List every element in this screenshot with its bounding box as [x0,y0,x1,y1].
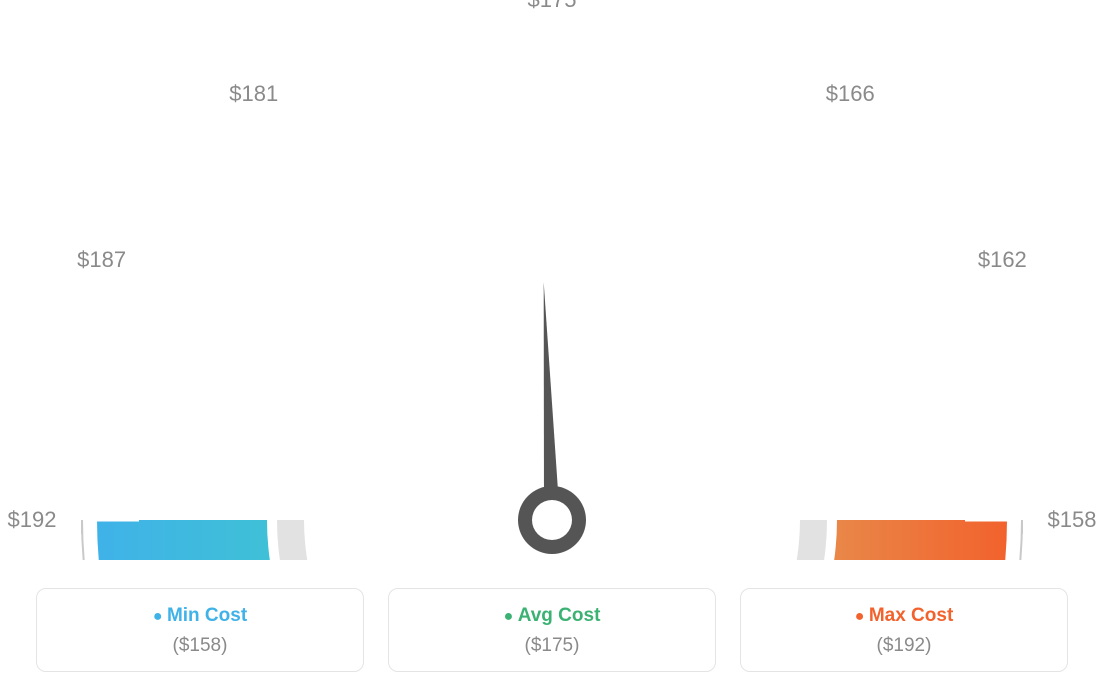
legend-avg-label: Avg Cost [389,605,715,627]
legend-row: Min Cost ($158) Avg Cost ($175) Max Cost… [0,588,1104,672]
legend-avg-value: ($175) [389,635,715,657]
gauge-chart: $158 $162 $166 $175 $181 $187 $192 [0,0,1104,560]
gauge-tick-label: $175 [528,0,577,13]
legend-min-label: Min Cost [37,605,363,627]
gauge-tick-label: $192 [8,507,57,533]
gauge-svg [0,0,1104,560]
gauge-tick-label: $166 [826,81,875,107]
gauge-tick-label: $162 [978,247,1027,273]
gauge-tick-label: $158 [1048,507,1097,533]
legend-card-min: Min Cost ($158) [36,588,364,672]
gauge-tick-label: $187 [77,247,126,273]
legend-card-avg: Avg Cost ($175) [388,588,716,672]
legend-max-label: Max Cost [741,605,1067,627]
legend-max-value: ($192) [741,635,1067,657]
gauge-tick-label: $181 [229,81,278,107]
legend-card-max: Max Cost ($192) [740,588,1068,672]
legend-min-value: ($158) [37,635,363,657]
